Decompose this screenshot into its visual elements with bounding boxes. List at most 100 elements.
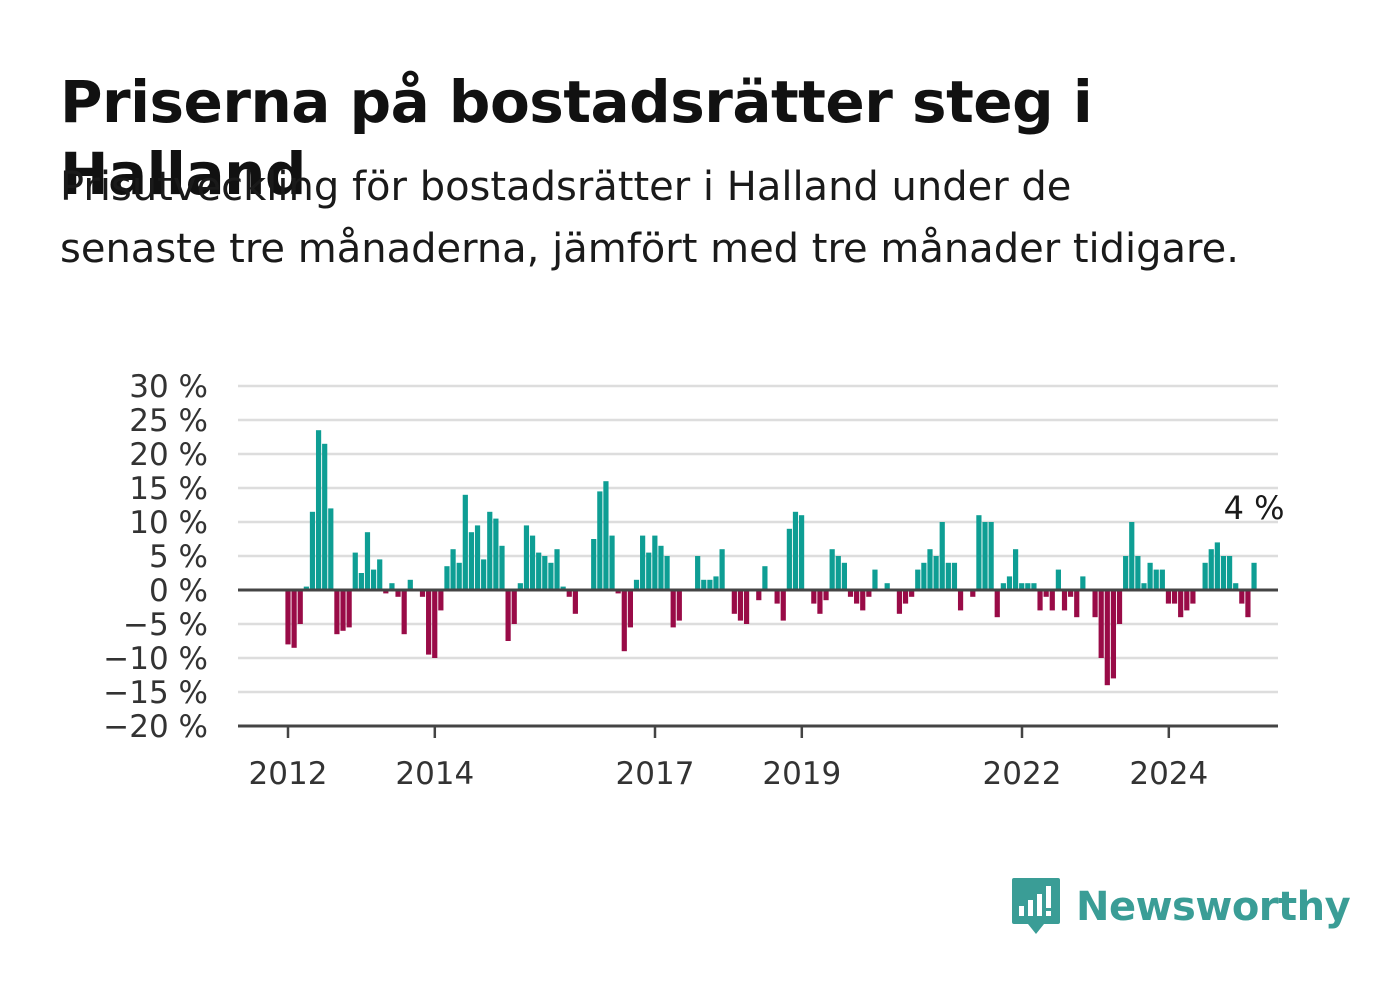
bar	[1184, 590, 1190, 611]
bar	[493, 518, 499, 590]
bar	[902, 590, 909, 604]
bar	[1043, 590, 1049, 597]
bar	[474, 525, 481, 590]
bar	[322, 443, 328, 590]
y-tick-label: 25 %	[129, 403, 208, 439]
bar	[860, 590, 866, 611]
bar	[1012, 549, 1019, 590]
bar	[627, 590, 633, 628]
x-tick-label: 2014	[395, 756, 474, 790]
bar	[438, 590, 444, 611]
bar	[395, 590, 401, 597]
y-tick-label: −15 %	[103, 675, 208, 711]
bar	[383, 590, 389, 594]
bar	[487, 511, 493, 590]
bar	[896, 590, 903, 614]
bar	[591, 539, 597, 590]
brand-name: Newsworthy	[1076, 884, 1351, 930]
bar	[676, 590, 682, 621]
y-tick-label: 15 %	[129, 471, 208, 507]
bar	[1135, 556, 1141, 590]
bar	[566, 590, 572, 597]
bar	[597, 491, 603, 590]
bar	[432, 590, 438, 658]
gridlines	[238, 384, 1278, 694]
bar	[1202, 562, 1208, 590]
last-value-annotation: 4 %	[1224, 489, 1285, 527]
bar	[1129, 522, 1135, 590]
x-tick-label: 2022	[983, 756, 1062, 790]
x-tick-label: 2012	[249, 756, 328, 790]
bar	[756, 590, 762, 601]
bar	[517, 583, 523, 590]
bar	[970, 590, 976, 597]
bars	[285, 430, 1257, 686]
bar	[1080, 576, 1086, 590]
bar	[1171, 590, 1178, 604]
bar	[658, 545, 664, 590]
bar	[1049, 590, 1055, 611]
bar	[389, 583, 395, 590]
bar	[866, 590, 872, 597]
bar	[976, 515, 982, 590]
y-tick-label: 20 %	[129, 437, 208, 473]
y-tick-label: 30 %	[129, 369, 208, 405]
bar	[915, 569, 921, 590]
bar	[303, 586, 309, 590]
bar	[505, 590, 511, 641]
bar	[1165, 590, 1172, 604]
chart-title: Priserna på bostadsrätter steg i Halland	[60, 68, 1093, 208]
bar	[811, 590, 817, 604]
bar	[1123, 556, 1129, 590]
bar	[988, 522, 994, 590]
bar	[884, 583, 890, 590]
bar	[340, 590, 346, 631]
bar	[1141, 583, 1147, 590]
bar	[1000, 583, 1006, 590]
bar	[468, 532, 475, 590]
bar	[707, 579, 713, 590]
y-tick-label: 5 %	[149, 539, 208, 575]
bar	[701, 579, 707, 590]
bar	[872, 569, 878, 590]
bar	[786, 528, 792, 590]
bar	[664, 556, 670, 590]
bar	[921, 562, 927, 590]
bar	[358, 573, 364, 590]
brand-logo: Newsworthy	[1010, 876, 1351, 938]
bar	[523, 525, 530, 590]
bar	[1233, 583, 1239, 590]
bar	[481, 559, 487, 590]
bar	[1226, 556, 1233, 590]
bar	[994, 590, 1000, 618]
bar	[1190, 590, 1196, 604]
bar	[499, 545, 505, 590]
bar	[670, 590, 676, 628]
bar	[719, 549, 725, 590]
bar	[633, 579, 640, 590]
bar	[957, 590, 964, 611]
bar	[854, 590, 860, 604]
x-tick-label: 2017	[616, 756, 695, 790]
bar	[1110, 590, 1117, 679]
y-tick-label: 0 %	[149, 573, 208, 609]
bar	[731, 590, 737, 614]
bar	[646, 552, 652, 590]
bar	[1116, 590, 1123, 624]
bar	[456, 562, 462, 590]
bar	[548, 562, 554, 590]
newsworthy-logo-icon	[1012, 878, 1060, 934]
bar	[419, 590, 426, 597]
bar	[792, 511, 799, 590]
y-tick-label: −20 %	[103, 709, 208, 745]
bar	[444, 566, 450, 590]
bar	[817, 590, 823, 614]
bar	[939, 522, 945, 590]
bar	[291, 590, 297, 648]
bar	[1147, 562, 1153, 590]
bar	[462, 494, 468, 590]
bar	[835, 556, 841, 590]
bar	[823, 590, 829, 601]
bar	[609, 535, 615, 590]
bar	[1074, 590, 1080, 618]
